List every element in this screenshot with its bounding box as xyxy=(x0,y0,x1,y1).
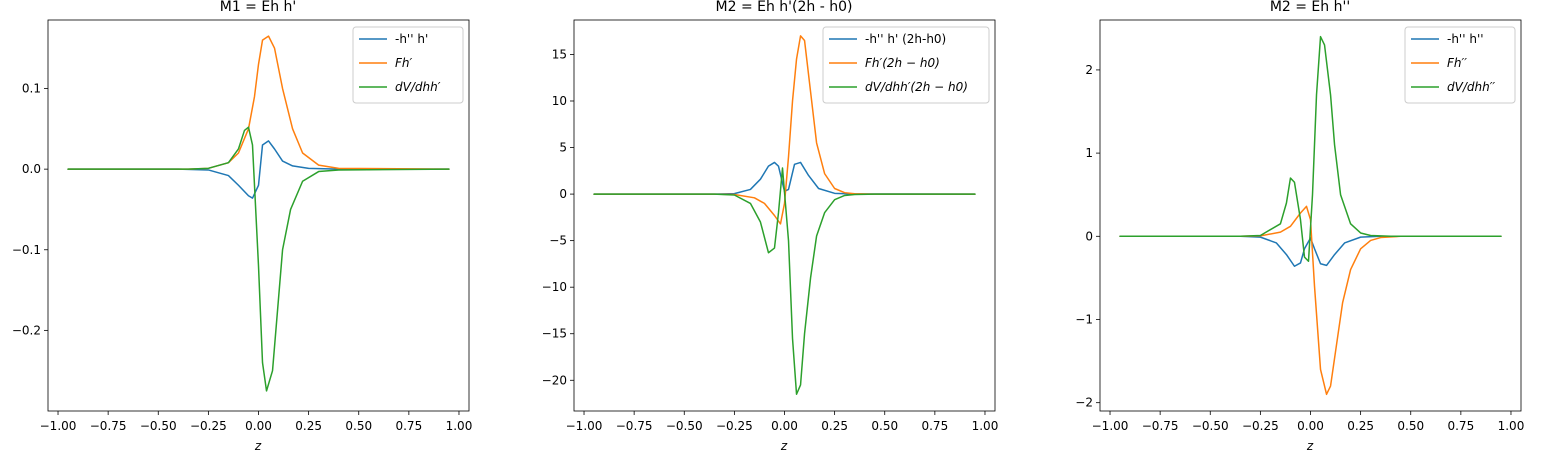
x-axis-label: z xyxy=(1306,439,1314,450)
x-tick-label: 0.75 xyxy=(921,419,948,433)
x-tick-label: −0.50 xyxy=(1192,419,1229,433)
x-tick-label: 1.00 xyxy=(1498,419,1525,433)
y-tick-label: −10 xyxy=(542,280,567,294)
chart-title: M1 = Eh h' xyxy=(220,0,297,15)
legend-label: dV/dhh′(2h − h0) xyxy=(865,80,968,94)
x-tick-label: −1.00 xyxy=(566,419,603,433)
subplot-m2-2h: M2 = Eh h'(2h - h0) z −1.00 −0.75 −0.50 −0.… xyxy=(542,0,999,450)
x-tick-label: −0.50 xyxy=(140,419,177,433)
x-tick-label: −0.75 xyxy=(616,419,653,433)
x-tick-label: −0.75 xyxy=(1142,419,1179,433)
x-tick-label: −1.00 xyxy=(40,419,77,433)
x-tick-label: −0.25 xyxy=(190,419,227,433)
x-tick-label: 0.25 xyxy=(295,419,322,433)
x-tick-label: −1.00 xyxy=(1092,419,1129,433)
series-line-0 xyxy=(67,140,450,199)
x-tick-label: 0.00 xyxy=(1297,419,1324,433)
y-tick-label: −20 xyxy=(542,373,567,387)
x-tick-label: 1.00 xyxy=(972,419,999,433)
x-tick-label: 1.00 xyxy=(446,419,473,433)
legend-label: Fh′ xyxy=(395,56,413,70)
x-tick-label: 0.25 xyxy=(821,419,848,433)
y-tick-label: 1 xyxy=(1085,146,1093,160)
legend-box xyxy=(822,26,990,104)
legend-label: Fh′(2h − h0) xyxy=(865,56,940,70)
legend: -h'' h' Fh′ dV/dhh′ xyxy=(352,26,464,104)
y-tick-label: −1 xyxy=(1075,312,1093,326)
legend-label: -h'' h' xyxy=(395,32,428,46)
series-line-2 xyxy=(593,167,976,395)
x-tick-label: −0.25 xyxy=(716,419,753,433)
x-tick-label: 0.75 xyxy=(395,419,422,433)
chart-title: M2 = Eh h'(2h - h0) xyxy=(716,0,853,15)
y-tick-label: −0.1 xyxy=(12,243,41,257)
series-lines xyxy=(1119,35,1502,396)
legend-label: dV/dhh′′ xyxy=(1447,80,1495,94)
legend: -h'' h' (2h-h0) Fh′(2h − h0) dV/dhh′(2h − … xyxy=(822,26,990,104)
y-tick-label: −15 xyxy=(542,327,567,341)
y-tick-label: 2 xyxy=(1085,63,1093,77)
series-line-1 xyxy=(593,35,976,225)
x-tick-label: −0.75 xyxy=(90,419,127,433)
series-lines xyxy=(67,35,450,392)
x-tick-label: 0.75 xyxy=(1447,419,1474,433)
legend-label: -h'' h' (2h-h0) xyxy=(865,32,946,46)
subplot-m2-h2: M2 = Eh h'' z −1.00 −0.75 −0.50 −0.25 0.00 0.… xyxy=(1075,0,1524,450)
y-tick-label: 0 xyxy=(1085,229,1093,243)
x-axis-label: z xyxy=(780,439,788,450)
legend-label: Fh′′ xyxy=(1447,56,1467,70)
x-tick-label: −0.50 xyxy=(666,419,703,433)
legend-box xyxy=(352,26,464,104)
y-tick-label: −0.2 xyxy=(12,323,41,337)
series-line-2 xyxy=(67,126,450,392)
x-tick-label: 0.00 xyxy=(245,419,272,433)
y-tick-label: −2 xyxy=(1075,396,1093,410)
legend-box xyxy=(1404,26,1516,104)
chart-title: M2 = Eh h'' xyxy=(1270,0,1350,15)
x-tick-label: 0.00 xyxy=(771,419,798,433)
x-tick-label: 0.50 xyxy=(871,419,898,433)
x-tick-label: −0.25 xyxy=(1242,419,1279,433)
subplot-m1: M1 = Eh h' z −1.00 −0.75 −0.50 −0.25 0.00 0.2… xyxy=(12,0,472,450)
y-tick-label: 15 xyxy=(552,47,567,61)
legend-label: dV/dhh′ xyxy=(395,80,441,94)
legend: -h'' h'' Fh′′ dV/dhh′′ xyxy=(1404,26,1516,104)
x-axis-label: z xyxy=(254,439,262,450)
y-tick-label: 0.0 xyxy=(22,162,41,176)
y-tick-label: 5 xyxy=(559,141,567,155)
x-tick-label: 0.50 xyxy=(1397,419,1424,433)
x-tick-label: 0.25 xyxy=(1347,419,1374,433)
series-line-2 xyxy=(1119,35,1502,263)
y-tick-label: 10 xyxy=(552,94,567,108)
series-line-1 xyxy=(1119,205,1502,396)
y-tick-label: 0 xyxy=(559,187,567,201)
x-tick-label: 0.50 xyxy=(345,419,372,433)
y-tick-label: −5 xyxy=(549,234,567,248)
series-lines xyxy=(593,35,976,395)
y-tick-label: 0.1 xyxy=(22,82,41,96)
legend-label: -h'' h'' xyxy=(1447,32,1484,46)
